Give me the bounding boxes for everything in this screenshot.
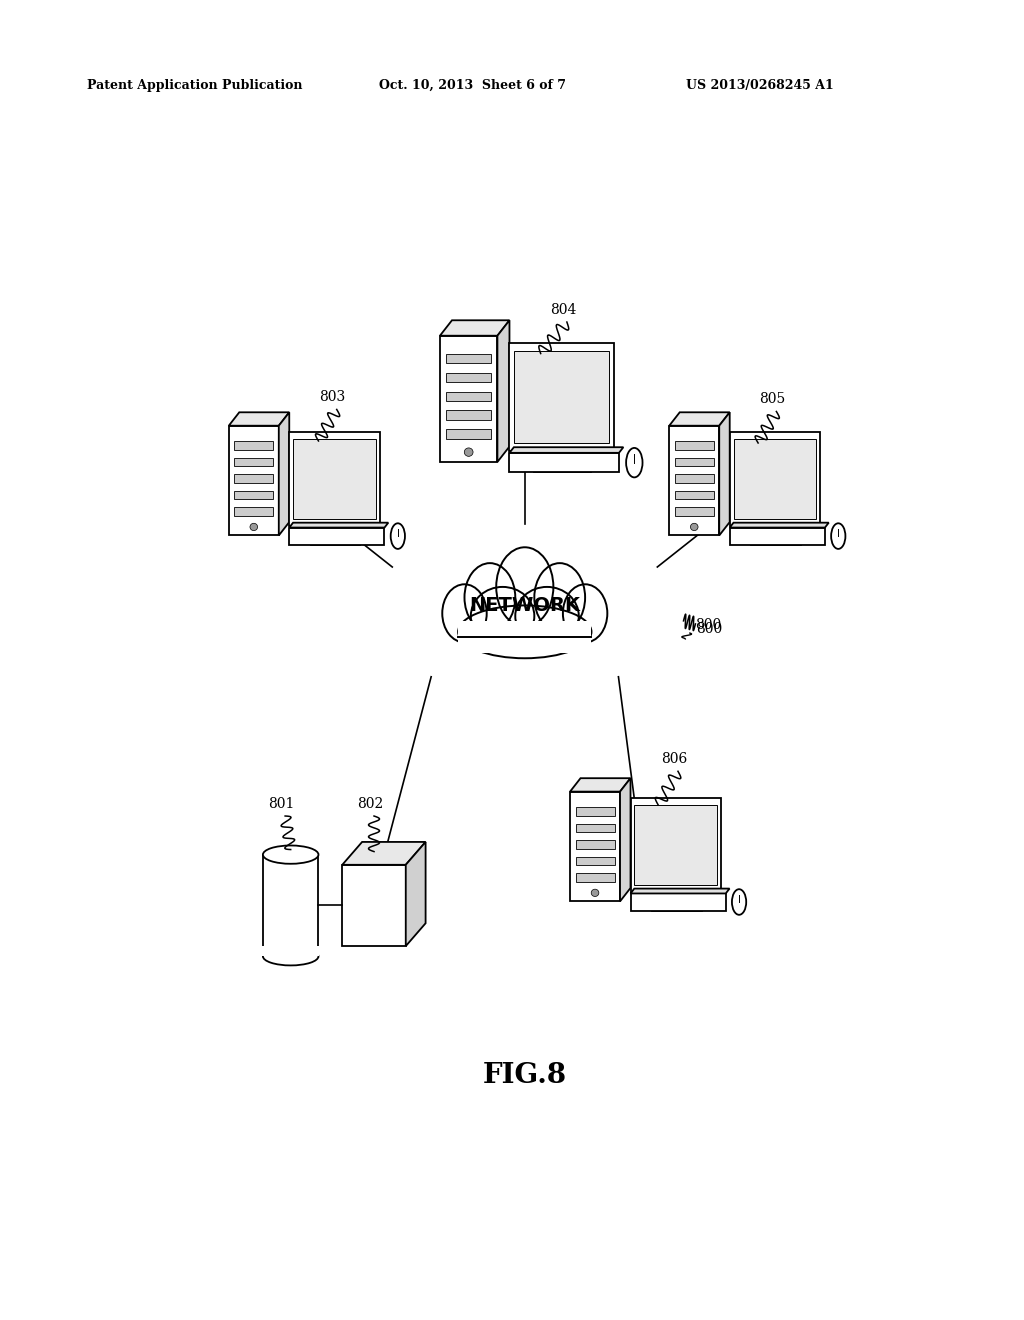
Ellipse shape: [391, 523, 404, 549]
Bar: [751, 540, 801, 545]
Bar: [575, 824, 614, 832]
Text: 802: 802: [357, 797, 383, 810]
Bar: [556, 451, 568, 467]
Bar: [446, 411, 492, 420]
Bar: [575, 808, 614, 816]
Bar: [458, 622, 592, 651]
Ellipse shape: [263, 948, 318, 965]
Text: 806: 806: [660, 752, 687, 766]
Ellipse shape: [465, 564, 515, 632]
Text: 805: 805: [759, 392, 785, 407]
Bar: [510, 453, 618, 473]
Bar: [289, 528, 384, 545]
Ellipse shape: [515, 587, 579, 645]
Polygon shape: [719, 412, 730, 536]
Text: US 2013/0268245 A1: US 2013/0268245 A1: [686, 79, 834, 91]
Bar: [631, 894, 726, 911]
Bar: [570, 792, 621, 902]
Bar: [440, 335, 498, 462]
Bar: [534, 467, 591, 473]
Polygon shape: [289, 523, 388, 528]
Polygon shape: [406, 842, 426, 946]
Bar: [310, 540, 360, 545]
Polygon shape: [279, 412, 289, 536]
Bar: [671, 892, 682, 906]
Bar: [458, 622, 592, 653]
Bar: [730, 528, 825, 545]
Bar: [234, 491, 273, 499]
Text: Oct. 10, 2013  Sheet 6 of 7: Oct. 10, 2013 Sheet 6 of 7: [379, 79, 566, 91]
Bar: [262, 946, 319, 956]
Text: FIG.8: FIG.8: [482, 1061, 567, 1089]
Text: 804: 804: [550, 304, 577, 317]
Bar: [234, 441, 273, 450]
Bar: [228, 426, 279, 536]
Bar: [670, 426, 719, 536]
Bar: [675, 474, 714, 483]
Bar: [575, 857, 614, 865]
Text: Patent Application Publication: Patent Application Publication: [87, 79, 302, 91]
Bar: [675, 441, 714, 450]
Bar: [631, 797, 721, 892]
Polygon shape: [510, 447, 624, 453]
Bar: [330, 527, 341, 540]
Bar: [289, 432, 380, 527]
Text: 803: 803: [319, 391, 346, 404]
Ellipse shape: [626, 447, 642, 478]
Bar: [446, 372, 492, 383]
Text: 801: 801: [268, 797, 294, 810]
Bar: [446, 392, 492, 401]
Polygon shape: [631, 888, 729, 894]
Bar: [293, 440, 376, 519]
Bar: [634, 805, 717, 884]
Ellipse shape: [263, 846, 318, 863]
Bar: [514, 351, 609, 444]
Bar: [733, 440, 816, 519]
Polygon shape: [342, 842, 426, 865]
Text: 800: 800: [696, 622, 723, 636]
Ellipse shape: [497, 548, 553, 627]
Bar: [234, 507, 273, 516]
Bar: [234, 458, 273, 466]
Bar: [575, 873, 614, 882]
Bar: [770, 527, 781, 540]
Bar: [651, 906, 701, 911]
Ellipse shape: [471, 587, 535, 645]
Ellipse shape: [464, 447, 473, 457]
Polygon shape: [621, 779, 631, 902]
Bar: [234, 474, 273, 483]
Ellipse shape: [250, 523, 258, 531]
Polygon shape: [670, 412, 730, 426]
Bar: [446, 429, 492, 440]
Ellipse shape: [535, 564, 585, 632]
Ellipse shape: [563, 585, 607, 643]
Bar: [446, 354, 492, 363]
Bar: [575, 840, 614, 849]
Ellipse shape: [690, 523, 698, 531]
Bar: [342, 865, 406, 946]
Bar: [675, 458, 714, 466]
Polygon shape: [570, 779, 631, 792]
Ellipse shape: [591, 890, 599, 896]
Bar: [675, 507, 714, 516]
Polygon shape: [228, 412, 289, 426]
Text: NETWORK: NETWORK: [469, 597, 581, 615]
Polygon shape: [498, 321, 510, 462]
Text: 800: 800: [695, 618, 722, 632]
Bar: [730, 432, 820, 527]
Ellipse shape: [831, 523, 846, 549]
Ellipse shape: [732, 890, 746, 915]
Polygon shape: [730, 523, 828, 528]
Bar: [263, 854, 318, 956]
Polygon shape: [440, 321, 510, 335]
Bar: [675, 491, 714, 499]
Bar: [510, 343, 613, 451]
Ellipse shape: [442, 585, 486, 643]
Ellipse shape: [458, 606, 592, 659]
